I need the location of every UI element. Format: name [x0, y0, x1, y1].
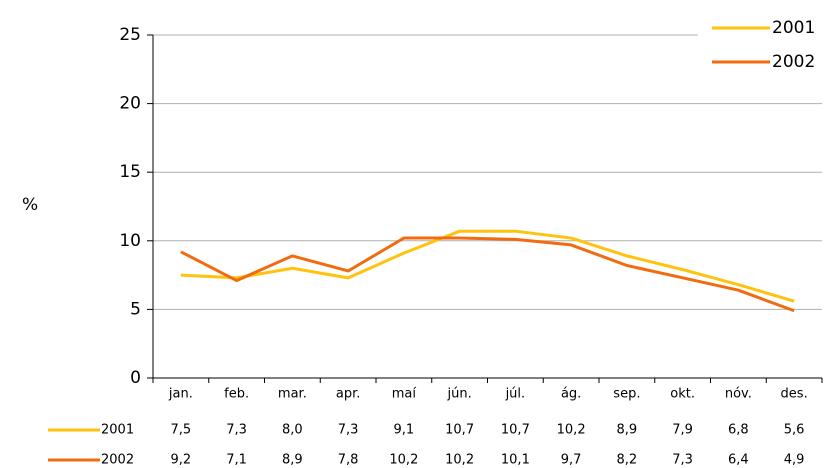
x-tick-label: feb.: [224, 387, 249, 402]
x-tick-label: okt.: [670, 387, 695, 402]
table-value: 10,2: [445, 453, 474, 468]
table-value: 7,3: [338, 423, 359, 438]
table-value: 7,3: [226, 423, 247, 438]
x-tick-label: ág.: [561, 387, 581, 402]
table-value: 10,2: [557, 423, 586, 438]
table-value: 6,4: [728, 453, 749, 468]
table-row-label: 2001: [101, 423, 134, 438]
table-value: 5,6: [784, 423, 805, 438]
table-value: 7,8: [338, 453, 359, 468]
x-tick-label: sep.: [613, 387, 640, 402]
table-value: 10,1: [501, 453, 530, 468]
y-tick-label: 20: [119, 94, 141, 114]
y-tick-label: 10: [119, 231, 141, 251]
table-value: 10,7: [445, 423, 474, 438]
series-line: [180, 236, 795, 313]
legend-label: 2001: [772, 18, 815, 38]
table-value: 7,9: [672, 423, 693, 438]
table-value: 7,5: [171, 423, 192, 438]
table-value: 4,9: [784, 453, 805, 468]
y-axis-label: %: [22, 195, 38, 215]
table-value: 9,1: [394, 423, 415, 438]
table-value: 8,9: [282, 453, 303, 468]
table-value: 8,2: [617, 453, 638, 468]
x-tick-label: maí: [392, 387, 417, 402]
table-value: 7,3: [672, 453, 693, 468]
x-tick-label: des.: [781, 387, 808, 402]
table-value: 9,7: [561, 453, 582, 468]
y-tick-label: 0: [130, 368, 141, 388]
table-value: 8,9: [617, 423, 638, 438]
table-value: 9,2: [171, 453, 192, 468]
table-value: 8,0: [282, 423, 303, 438]
table-row-label: 2002: [101, 453, 134, 468]
x-tick-label: jún.: [447, 387, 472, 402]
y-tick-label: 25: [119, 25, 141, 45]
y-tick-label: 15: [119, 162, 141, 182]
x-tick-label: mar.: [278, 387, 307, 402]
legend-label: 2002: [772, 52, 815, 72]
series-line: [180, 229, 795, 303]
table-value: 6,8: [728, 423, 749, 438]
table-value: 10,7: [501, 423, 530, 438]
x-tick-label: apr.: [336, 387, 361, 402]
legend-box: [698, 12, 828, 82]
table-value: 7,1: [226, 453, 247, 468]
table-value: 10,2: [389, 453, 418, 468]
x-tick-label: nóv.: [725, 387, 752, 402]
y-tick-label: 5: [130, 299, 141, 319]
x-tick-label: júl.: [505, 387, 526, 402]
x-tick-label: jan.: [168, 387, 193, 402]
